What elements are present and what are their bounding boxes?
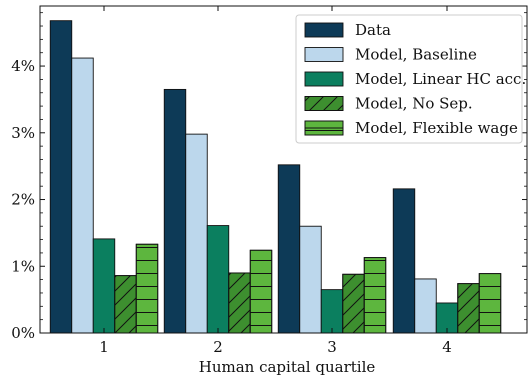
bar-series2-cat1: [71, 57, 94, 334]
legend-label: Model, No Sep.: [355, 95, 473, 113]
legend-swatch: [304, 22, 344, 38]
bars-layer: [49, 20, 502, 334]
legend: Data Model, Baseline Model, Linear HC acc.…: [295, 14, 526, 144]
bar-series1-cat1: [49, 20, 73, 334]
bar-series3-cat3: [320, 289, 344, 334]
x-tick-label: 4: [442, 338, 452, 356]
plot-frame: [39, 5, 528, 334]
legend-swatch: [304, 47, 344, 62]
bar-hatch-series5-cat3: [364, 257, 386, 333]
legend-swatch: [304, 71, 344, 87]
bar-series1-cat2: [163, 88, 187, 334]
bar-hatch-series4-cat4: [457, 283, 480, 333]
y-tick-label: 4%: [11, 57, 35, 75]
axes-layer: 0% 1% 2% 3% 4% 1 2 3 4: [11, 5, 528, 356]
legend-label: Data: [355, 21, 391, 39]
bar-series3-cat1: [92, 238, 116, 334]
y-tick-label: 3%: [11, 124, 35, 142]
y-tick-label: 2%: [11, 191, 35, 209]
bar-hatch-series5-cat4: [479, 273, 501, 333]
legend-label: Model, Flexible wage: [355, 119, 518, 137]
bar-hatch-series4-cat3: [342, 274, 365, 333]
bar-series2-cat2: [185, 133, 208, 334]
y-tick-label: 1%: [11, 257, 35, 275]
y-tick-label: 0%: [11, 324, 35, 342]
legend-label: Model, Baseline: [355, 46, 477, 64]
bar-series2-cat4: [414, 278, 437, 334]
legend-swatch-hatch: [304, 96, 344, 111]
bar-series1-cat4: [392, 188, 416, 334]
bar-series2-cat3: [299, 225, 322, 334]
bar-series1-cat3: [277, 164, 301, 334]
legend-label: Model, Linear HC acc.: [355, 70, 526, 88]
bar-hatch-series4-cat2: [228, 272, 251, 333]
bar-hatch-series5-cat1: [136, 244, 158, 333]
bar-series3-cat2: [206, 225, 230, 334]
bar-hatch-series5-cat2: [250, 250, 272, 333]
bar-hatch-series4-cat1: [114, 275, 137, 333]
x-tick-label: 3: [327, 338, 337, 356]
legend-box: [295, 14, 523, 144]
x-tick-label: 1: [99, 338, 109, 356]
x-axis-label: Human capital quartile: [199, 358, 376, 376]
x-tick-label: 2: [213, 338, 223, 356]
